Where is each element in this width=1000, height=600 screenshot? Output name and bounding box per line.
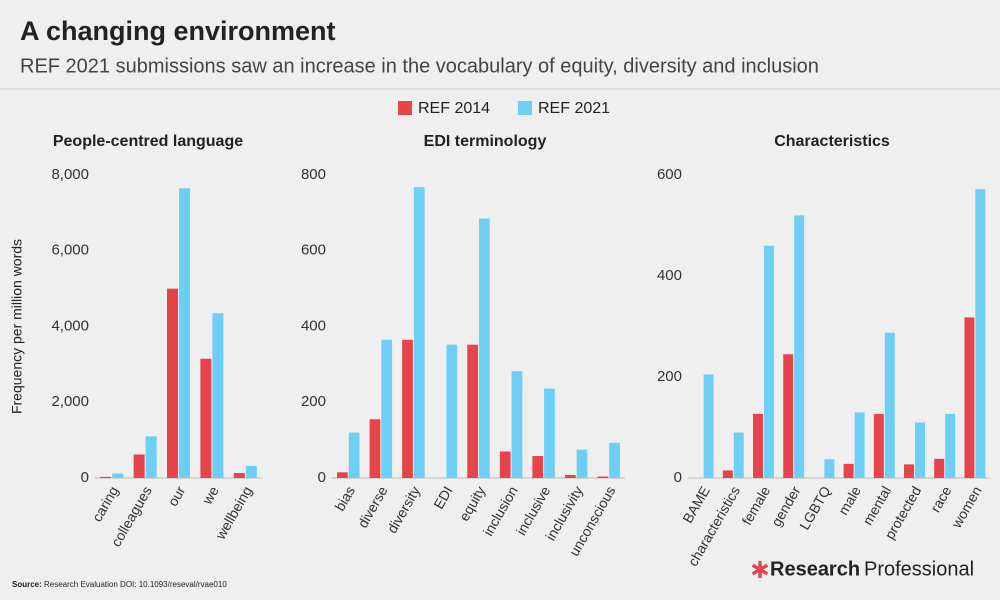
bar — [544, 388, 555, 478]
bar — [200, 358, 212, 478]
bar — [703, 374, 714, 478]
bar — [133, 454, 145, 478]
y-tick-label: 800 — [301, 166, 326, 183]
x-tick-label: women — [948, 483, 985, 531]
y-tick-label: 400 — [301, 317, 326, 334]
x-tick-label: male — [835, 483, 864, 517]
series-group — [722, 317, 975, 478]
bar — [609, 442, 620, 478]
bar — [783, 354, 794, 478]
bar — [479, 218, 490, 478]
series-group — [703, 189, 986, 478]
y-tick-label: 0 — [674, 469, 682, 486]
bar — [337, 472, 348, 478]
series-group — [337, 339, 609, 478]
y-tick-label: 8,000 — [51, 166, 89, 183]
y-tick-label: 2,000 — [51, 393, 89, 410]
y-tick-label: 400 — [657, 267, 682, 284]
y-tick-label: 600 — [301, 242, 326, 259]
bar — [733, 432, 744, 478]
bar — [945, 413, 956, 478]
bar — [722, 470, 733, 478]
bar — [873, 413, 884, 478]
series-group — [112, 188, 257, 478]
bar — [854, 412, 865, 478]
legend-swatch — [398, 101, 412, 115]
subtitle: REF 2021 submissions saw an increase in … — [20, 55, 819, 77]
panel-title: Characteristics — [774, 133, 890, 150]
panel-title: EDI terminology — [424, 133, 547, 150]
bar — [381, 339, 393, 478]
source-label: Source: — [12, 580, 42, 589]
bar — [904, 464, 914, 478]
panel-title: People-centred language — [53, 133, 243, 150]
bar — [369, 419, 381, 478]
bar — [413, 187, 425, 478]
y-tick-label: 4,000 — [51, 317, 89, 334]
bar — [532, 456, 544, 478]
legend-label: REF 2021 — [538, 100, 610, 117]
x-tick-label: EDI — [430, 483, 456, 511]
bar — [167, 288, 178, 478]
y-tick-label: 6,000 — [51, 242, 89, 259]
x-tick-label: our — [164, 483, 188, 509]
y-tick-label: 200 — [301, 393, 326, 410]
bar — [764, 245, 774, 478]
bar — [964, 317, 975, 478]
bar — [597, 476, 609, 478]
bar — [884, 332, 895, 478]
bar — [179, 188, 190, 478]
brand-regular: Professional — [864, 558, 974, 580]
x-tick-label: we — [198, 483, 221, 508]
bar — [753, 413, 763, 478]
bar — [145, 436, 157, 478]
y-tick-label: 0 — [81, 469, 89, 486]
bar — [100, 476, 112, 478]
bar — [824, 459, 835, 478]
bar — [245, 465, 257, 478]
x-tick-label: race — [927, 483, 955, 515]
legend-swatch — [518, 101, 532, 115]
bar — [564, 474, 576, 478]
bar — [467, 344, 478, 478]
bar — [511, 371, 523, 478]
brand-bold: Research — [770, 558, 860, 580]
bar — [402, 339, 413, 478]
bar — [915, 422, 925, 478]
bar — [975, 189, 986, 478]
bar — [212, 313, 224, 478]
y-tick-label: 200 — [657, 368, 682, 385]
series-group — [348, 187, 620, 478]
title: A changing environment — [20, 16, 336, 46]
bar — [794, 215, 805, 478]
bar — [112, 473, 124, 478]
bar — [843, 463, 854, 478]
bar — [348, 432, 360, 478]
series-group — [100, 288, 245, 478]
y-axis-label: Frequency per million words — [9, 239, 25, 414]
bar — [446, 344, 458, 478]
x-tick-label: bias — [331, 483, 358, 513]
bar — [233, 473, 245, 478]
brand-logo — [751, 561, 769, 578]
bar — [576, 449, 588, 478]
source-text: Research Evaluation DOI: 10.1093/reseval… — [44, 580, 227, 589]
bar — [499, 451, 511, 478]
x-tick-label: caring — [89, 483, 122, 524]
y-tick-label: 0 — [318, 469, 326, 486]
y-tick-label: 600 — [657, 166, 682, 183]
legend-label: REF 2014 — [418, 100, 490, 117]
bar — [934, 458, 945, 478]
x-tick-label: equity — [456, 483, 489, 523]
